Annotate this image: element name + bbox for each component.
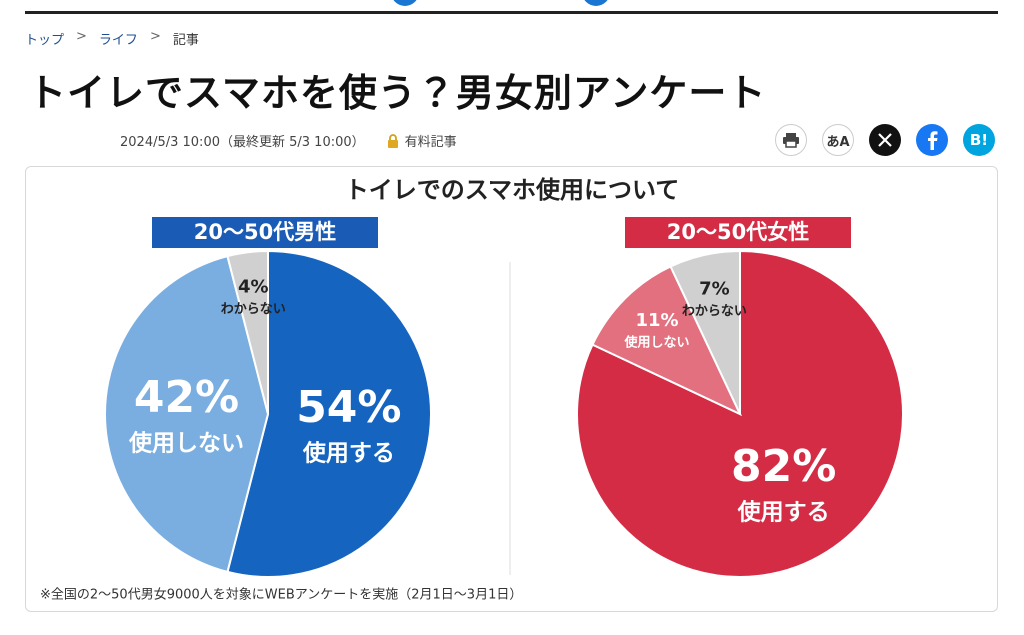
chart-title-box <box>625 217 851 248</box>
facebook-button[interactable] <box>916 124 948 156</box>
figure-card <box>25 166 998 612</box>
article-title: トイレでスマホを使う？男女別アンケート <box>28 71 767 115</box>
category-label: 使用する <box>737 499 830 525</box>
nav-icon[interactable] <box>391 0 419 6</box>
header-rule <box>25 11 998 14</box>
top-icons <box>391 0 610 6</box>
chart-title-box <box>152 217 378 248</box>
value-label: 7% <box>699 278 730 299</box>
paid-label: 有料記事 <box>404 135 457 150</box>
facebook-icon <box>928 131 938 150</box>
print-button[interactable] <box>775 124 807 156</box>
x-button[interactable] <box>869 124 901 156</box>
value-label: 54% <box>296 382 401 433</box>
category-label: 使用しない <box>624 335 690 351</box>
lock-icon <box>387 133 398 148</box>
category-label: 使用しない <box>128 431 244 457</box>
paid-badge: 有料記事 <box>387 131 457 150</box>
share-buttons: あA B! <box>775 124 995 156</box>
separator: > <box>149 29 161 44</box>
figure-note: ※全国の2～50代男女9000人を対象にWEBアンケートを実施（2月1日～3月1… <box>40 587 522 603</box>
category-label: わからない <box>221 302 286 317</box>
pie-slice <box>669 249 741 415</box>
breadcrumb-current: 記事 <box>172 33 199 48</box>
figure-title: トイレでのスマホ使用について <box>345 176 680 204</box>
breadcrumb: トップ > ライフ > 記事 <box>25 29 199 48</box>
pie-slice <box>104 254 270 574</box>
category-label: 使用する <box>302 441 395 467</box>
value-label: 82% <box>731 441 836 492</box>
hatena-button[interactable]: B! <box>963 124 995 156</box>
chart-title: 20～50代女性 <box>667 220 809 244</box>
x-icon <box>878 133 892 147</box>
value-label: 42% <box>134 372 239 423</box>
value-label: 4% <box>238 277 269 298</box>
chart-title: 20～50代男性 <box>194 220 336 244</box>
meta: 2024/5/3 10:00（最終更新 5/3 10:00） 有料記事 <box>120 131 457 150</box>
value-label: 11% <box>635 310 678 331</box>
pie-slice <box>226 249 269 415</box>
breadcrumb-link[interactable]: ライフ <box>98 33 138 48</box>
breadcrumb-link[interactable]: トップ <box>25 33 65 48</box>
date: 2024/5/3 10:00（最終更新 5/3 10:00） <box>120 135 365 150</box>
category-label: わからない <box>682 304 747 319</box>
print-icon <box>783 133 799 148</box>
separator: > <box>76 29 87 44</box>
font-button[interactable]: あA <box>822 124 854 156</box>
pie-slice <box>226 249 432 578</box>
nav-icon[interactable] <box>582 0 610 6</box>
pie-slice <box>591 265 743 417</box>
